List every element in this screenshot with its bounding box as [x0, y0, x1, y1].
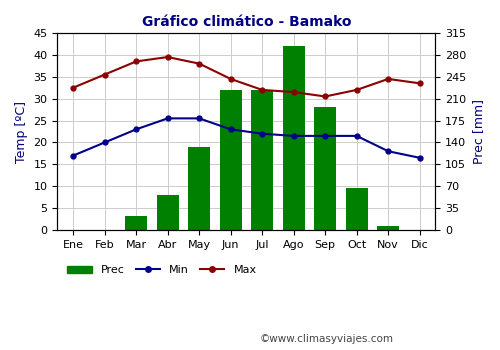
- Line: Min: Min: [70, 116, 422, 160]
- Y-axis label: Prec [mm]: Prec [mm]: [472, 99, 485, 164]
- Bar: [314, 107, 336, 230]
- Min: [164, 116, 170, 120]
- Min: [416, 156, 422, 160]
- Min: [102, 140, 107, 145]
- Bar: [282, 46, 304, 230]
- Max: [228, 77, 234, 81]
- Min: [133, 127, 139, 132]
- Y-axis label: Temp [ºC]: Temp [ºC]: [15, 100, 28, 162]
- Legend: Prec, Min, Max: Prec, Min, Max: [63, 261, 261, 280]
- Bar: [377, 226, 399, 230]
- Min: [228, 127, 234, 132]
- Bar: [188, 147, 210, 230]
- Title: Gráfico climático - Bamako: Gráfico climático - Bamako: [142, 15, 351, 29]
- Min: [322, 134, 328, 138]
- Max: [196, 62, 202, 66]
- Max: [290, 90, 296, 94]
- Text: ©www.climasyviajes.com: ©www.climasyviajes.com: [260, 335, 394, 344]
- Max: [102, 72, 107, 77]
- Min: [196, 116, 202, 120]
- Max: [385, 77, 391, 81]
- Max: [354, 88, 360, 92]
- Min: [290, 134, 296, 138]
- Bar: [251, 90, 273, 230]
- Max: [416, 81, 422, 85]
- Line: Max: Max: [70, 55, 422, 99]
- Bar: [220, 90, 242, 230]
- Min: [385, 149, 391, 153]
- Bar: [125, 216, 147, 230]
- Min: [259, 132, 265, 136]
- Bar: [346, 188, 368, 230]
- Bar: [156, 195, 178, 230]
- Max: [259, 88, 265, 92]
- Max: [164, 55, 170, 59]
- Max: [133, 59, 139, 63]
- Min: [354, 134, 360, 138]
- Max: [70, 86, 76, 90]
- Min: [70, 154, 76, 158]
- Max: [322, 94, 328, 99]
